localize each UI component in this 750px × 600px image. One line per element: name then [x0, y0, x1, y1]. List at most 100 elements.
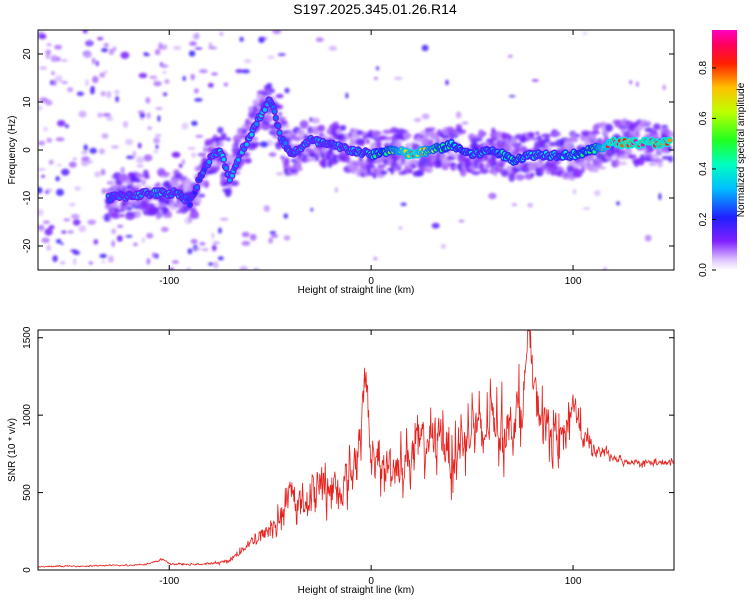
- ridge-halo-blob: [529, 137, 539, 141]
- spectrogram-noise: [38, 30, 674, 270]
- colorbar-ticks: 0.0 0.2 0.4 0.6 0.8: [698, 61, 716, 277]
- colorbar-label: Normalized spectral amplitude: [736, 82, 747, 217]
- spec-xtick-label: 100: [565, 276, 582, 287]
- ridge-halo-blob: [543, 136, 551, 144]
- ridge-halo-blob: [203, 148, 209, 153]
- noise-blob: [155, 144, 159, 150]
- noise-blob: [143, 154, 153, 162]
- noise-blob: [87, 160, 93, 164]
- noise-blob: [455, 111, 462, 119]
- ridge-halo-blob: [510, 137, 517, 145]
- ridge-halo-blob: [648, 162, 657, 166]
- spec-xtick-label: 0: [368, 276, 374, 287]
- ridge-core-mark: [195, 185, 200, 190]
- noise-blob: [70, 213, 80, 220]
- noise-blob: [41, 237, 50, 244]
- noise-blob: [42, 220, 50, 224]
- ridge-halo-blob: [300, 156, 310, 163]
- ridge-core-mark: [667, 138, 672, 143]
- noise-blob: [154, 253, 159, 259]
- ridge-halo-blob: [390, 160, 399, 169]
- noise-blob: [212, 241, 221, 245]
- noise-blob: [112, 46, 117, 52]
- colorbar-tick-label: 0.6: [698, 111, 709, 125]
- ridge-core-mark: [221, 157, 226, 162]
- noise-blob: [190, 239, 198, 244]
- noise-blob: [97, 37, 104, 41]
- ridge-halo-blob: [311, 117, 320, 124]
- noise-blob: [46, 43, 52, 46]
- noise-blob: [270, 234, 279, 238]
- noise-blob: [38, 105, 43, 111]
- noise-blob: [39, 66, 48, 70]
- noise-blob: [157, 115, 161, 122]
- ridge-halo-blob: [198, 193, 206, 198]
- ridge-halo-blob: [532, 161, 541, 168]
- noise-blob: [97, 112, 103, 118]
- noise-blob: [46, 244, 51, 251]
- ridge-halo-blob: [478, 129, 485, 138]
- ridge-halo-blob: [427, 127, 436, 131]
- noise-blob: [60, 242, 64, 245]
- ridge-halo-blob: [461, 157, 472, 162]
- ridge-halo-blob: [261, 92, 272, 97]
- noise-blob: [88, 261, 93, 265]
- noise-blob: [72, 157, 77, 161]
- noise-blob: [188, 50, 196, 57]
- noise-blob: [93, 239, 99, 245]
- ridge-halo-blob: [394, 140, 403, 144]
- ridge-halo-blob: [293, 161, 302, 169]
- noise-blob: [38, 33, 47, 40]
- noise-blob: [268, 152, 277, 157]
- ridge-halo-blob: [479, 162, 485, 170]
- noise-blob: [182, 76, 186, 81]
- noise-blob: [72, 219, 81, 226]
- ridge-core-mark: [276, 123, 281, 128]
- ridge-halo-blob: [653, 123, 661, 130]
- noise-blob: [56, 120, 66, 127]
- ridge-halo-blob: [455, 132, 464, 136]
- noise-blob: [193, 247, 201, 251]
- ridge-halo-blob: [283, 133, 292, 137]
- ridge-halo-blob: [294, 166, 303, 172]
- noise-blob: [398, 226, 403, 230]
- noise-blob: [56, 239, 62, 244]
- ridge-halo-blob: [135, 173, 146, 178]
- noise-blob: [243, 59, 252, 64]
- noise-blob: [78, 110, 87, 118]
- noise-blob: [41, 174, 45, 178]
- noise-blob: [239, 265, 249, 270]
- noise-blob: [171, 151, 181, 158]
- noise-blob: [101, 260, 106, 264]
- noise-blob: [259, 141, 269, 148]
- ridge-halo-blob: [340, 124, 347, 131]
- ridge-core-mark: [236, 157, 241, 162]
- noise-blob: [431, 222, 440, 229]
- noise-blob: [38, 224, 45, 232]
- ridge-halo-blob: [311, 126, 320, 135]
- ridge-halo-blob: [280, 120, 288, 126]
- noise-blob: [145, 97, 151, 104]
- ridge-halo-blob: [414, 169, 425, 177]
- ridge-halo-blob: [405, 142, 412, 148]
- noise-blob: [263, 205, 270, 212]
- noise-blob: [108, 51, 115, 55]
- noise-blob: [208, 46, 218, 50]
- noise-blob: [199, 242, 206, 246]
- noise-blob: [94, 171, 101, 178]
- noise-blob: [164, 79, 170, 84]
- ridge-halo-blob: [400, 130, 409, 134]
- noise-blob: [527, 203, 533, 208]
- ridge-halo-blob: [219, 136, 227, 141]
- ridge-halo-blob: [182, 183, 193, 191]
- colorbar-tick-label: 0.0: [698, 263, 709, 277]
- colorbar-tick-label: 0.8: [698, 61, 709, 75]
- noise-blob: [284, 87, 290, 94]
- ridge-halo-blob: [535, 171, 543, 177]
- ridge-halo-blob: [657, 161, 663, 168]
- noise-blob: [72, 250, 81, 255]
- ridge-halo-blob: [521, 134, 527, 144]
- colorbar-tick-label: 0.2: [698, 212, 709, 226]
- ridge-halo-blob: [377, 164, 386, 169]
- ridge-halo-blob: [624, 147, 633, 155]
